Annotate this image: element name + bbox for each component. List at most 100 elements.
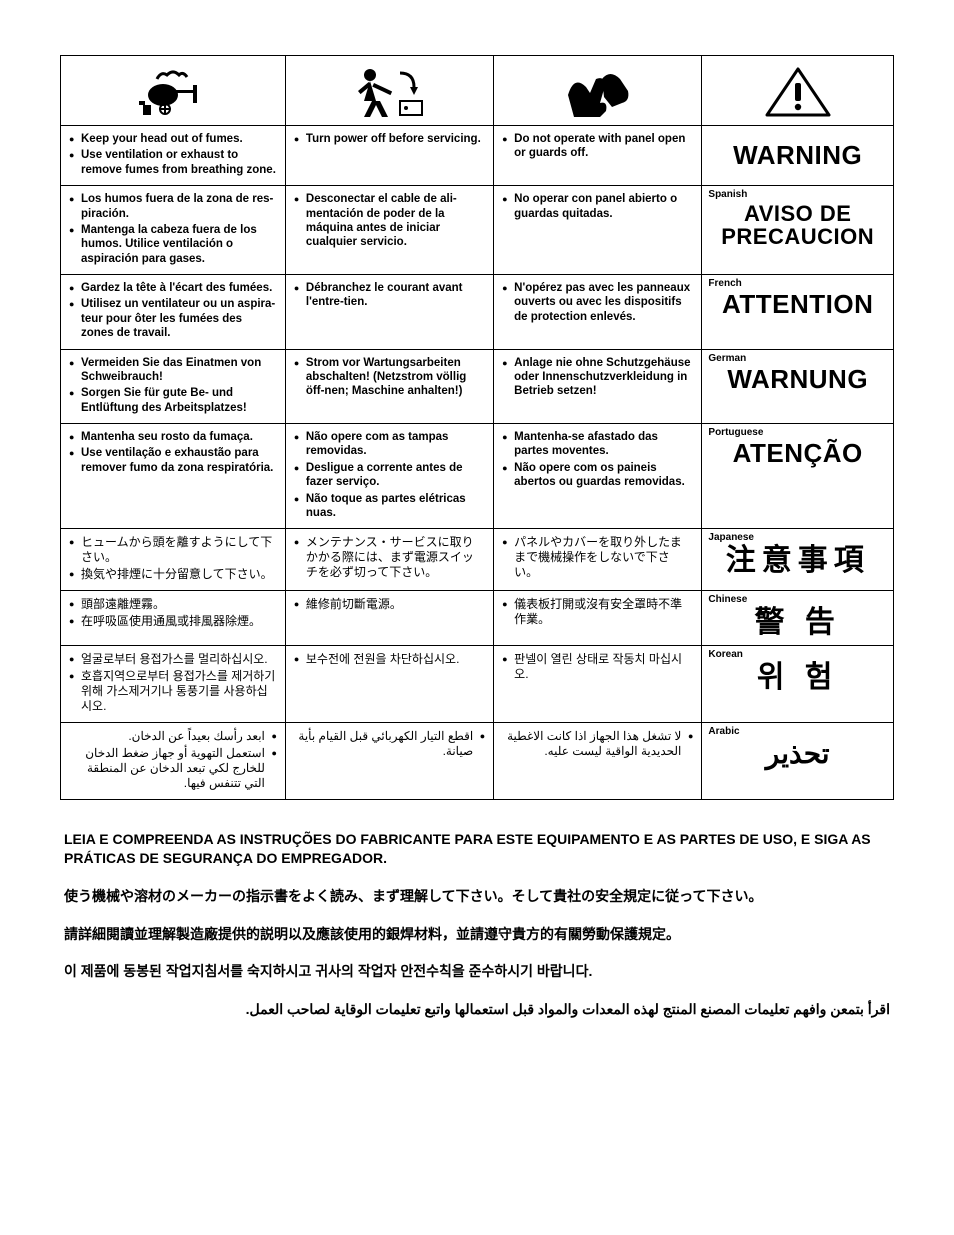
footer-ar: اقرأ بتمعن وافهم تعليمات المصنع المنتج ل…: [64, 1000, 890, 1020]
ar-col1: ابعد رأسك بعيداً عن الدخان. استعمل التهو…: [61, 722, 286, 799]
warning-triangle-icon: [706, 65, 889, 120]
jp-col1: ヒュームから頭を離すようにして下さい。 換気や排煙に十分留意して下さい。: [61, 529, 286, 591]
li: Do not operate with panel open or guards…: [502, 132, 693, 161]
pt-col3: Mantenha-se afastado das partes moventes…: [494, 424, 702, 529]
li: Utilisez un ventilateur ou un aspira-teu…: [69, 297, 277, 340]
icon-service-cell: [285, 56, 493, 126]
li: Débranchez le courant avant l'entre-tien…: [294, 281, 485, 310]
cn-warn-cell: Chinese 警 告: [702, 591, 894, 646]
fr-col3: N'opérez pas avec les panneaux ouverts o…: [494, 275, 702, 350]
li: Sorgen Sie für gute Be- und Entlüftung d…: [69, 386, 277, 415]
en-col1: Keep your head out of fumes. Use ventila…: [61, 126, 286, 186]
pt-warn-cell: Portuguese ATENÇÃO: [702, 424, 894, 529]
es-col1: Los humos fuera de la zona de res-piraci…: [61, 186, 286, 275]
li: 換気や排煙に十分留意して下さい。: [69, 567, 277, 582]
li: Turn power off before servicing.: [294, 132, 485, 146]
icon-panel-cell: [494, 56, 702, 126]
de-col3: Anlage nie ohne Schutzgehäuse oder Innen…: [494, 349, 702, 424]
kr-warn-cell: Korean 위 험: [702, 645, 894, 722]
cn-col3: 儀表板打開或沒有安全罩時不準作業。: [494, 591, 702, 646]
li: 頭部遠離煙霧。: [69, 597, 277, 612]
ar-col3: لا تشغل هذا الجهاز اذا كانت الاغطية الحد…: [494, 722, 702, 799]
row-french: Gardez la tête à l'écart des fumées. Uti…: [61, 275, 894, 350]
cn-col2: 維修前切斷電源。: [285, 591, 493, 646]
de-col1: Vermeiden Sie das Einatmen von Schweibra…: [61, 349, 286, 424]
li: Mantenha seu rosto da fumaça.: [69, 430, 277, 444]
row-arabic: ابعد رأسك بعيداً عن الدخان. استعمل التهو…: [61, 722, 894, 799]
li: Desligue a corrente antes de fazer servi…: [294, 461, 485, 490]
es-warn-cell: Spanish AVISO DE PRECAUCION: [702, 186, 894, 275]
en-warn-cell: WARNING: [702, 126, 894, 186]
li: 보수전에 전원을 차단하십시오.: [294, 652, 485, 667]
lang-label: Spanish: [708, 189, 747, 200]
warning-word-en: WARNING: [710, 132, 885, 169]
lang-label: Portuguese: [708, 427, 763, 438]
li: 판넬이 열린 상태로 작동치 마십시오.: [502, 652, 693, 682]
lang-label: Korean: [708, 649, 742, 660]
en-col3: Do not operate with panel open or guards…: [494, 126, 702, 186]
fr-col2: Débranchez le courant avant l'entre-tien…: [285, 275, 493, 350]
li: パネルやカバーを取り外したままで機械操作をしないで下さい。: [502, 535, 693, 580]
footer-instructions: LEIA E COMPREENDA AS INSTRUÇÕES DO FABRI…: [60, 830, 894, 1020]
kr-col3: 판넬이 열린 상태로 작동치 마십시오.: [494, 645, 702, 722]
li: 얼굴로부터 용접가스를 멀리하십시오.: [69, 652, 277, 667]
li: ヒュームから頭を離すようにして下さい。: [69, 535, 277, 565]
ar-col2: اقطع التيار الكهربائي قبل القيام بأية صي…: [285, 722, 493, 799]
fr-warn-cell: French ATTENTION: [702, 275, 894, 350]
lang-label: French: [708, 278, 741, 289]
li: Mantenha-se afastado das partes moventes…: [502, 430, 693, 459]
de-col2: Strom vor Wartungsarbeiten abschalten! (…: [285, 349, 493, 424]
row-spanish: Los humos fuera de la zona de res-piraci…: [61, 186, 894, 275]
li: 儀表板打開或沒有安全罩時不準作業。: [502, 597, 693, 627]
footer-cn: 請詳細閱讀並理解製造廠提供的説明以及應該使用的銀焊材料，並請遵守貴方的有關勞動保…: [64, 925, 890, 945]
li: Anlage nie ohne Schutzgehäuse oder Innen…: [502, 356, 693, 399]
li: لا تشغل هذا الجهاز اذا كانت الاغطية الحد…: [502, 729, 693, 759]
icon-warning-cell: [702, 56, 894, 126]
safety-warning-page: Keep your head out of fumes. Use ventila…: [0, 0, 954, 1235]
li: Não toque as partes elétricas nuas.: [294, 492, 485, 521]
li: Strom vor Wartungsarbeiten abschalten! (…: [294, 356, 485, 399]
lang-label: German: [708, 353, 746, 364]
pt-col2: Não opere com as tampas removidas. Desli…: [285, 424, 493, 529]
jp-warn-cell: Japanese 注意事項: [702, 529, 894, 591]
li: Los humos fuera de la zona de res-piraci…: [69, 192, 277, 221]
icon-fumes-cell: [61, 56, 286, 126]
li: Mantenga la cabeza fuera de los humos. U…: [69, 223, 277, 266]
en-col2: Turn power off before servicing.: [285, 126, 493, 186]
es-col2: Desconectar el cable de ali-mentación de…: [285, 186, 493, 275]
footer-pt: LEIA E COMPREENDA AS INSTRUÇÕES DO FABRI…: [64, 830, 890, 869]
lang-label: Japanese: [708, 532, 754, 543]
ar-warn-cell: Arabic تحذير: [702, 722, 894, 799]
fumes-icon: [65, 65, 281, 120]
row-japanese: ヒュームから頭を離すようにして下さい。 換気や排煙に十分留意して下さい。 メンテ…: [61, 529, 894, 591]
jp-col2: メンテナンス・サービスに取りかかる際には、まず電源スイッチを必ず切って下さい。: [285, 529, 493, 591]
li: Use ventilação e exhaustão para remover …: [69, 446, 277, 475]
li: ابعد رأسك بعيداً عن الدخان.: [69, 729, 277, 744]
row-english: Keep your head out of fumes. Use ventila…: [61, 126, 894, 186]
li: Não opere com os paineis abertos ou guar…: [502, 461, 693, 490]
row-portuguese: Mantenha seu rosto da fumaça. Use ventil…: [61, 424, 894, 529]
power-off-icon: [290, 65, 489, 120]
li: Desconectar el cable de ali-mentación de…: [294, 192, 485, 250]
no-operate-icon: [498, 65, 697, 120]
li: Keep your head out of fumes.: [69, 132, 277, 146]
li: 호흡지역으로부터 용접가스를 제거하기 위해 가스제거기나 통풍기를 사용하십시…: [69, 669, 277, 714]
footer-kr: 이 제품에 동봉된 작업지침서를 숙지하시고 귀사의 작업자 안전수칙을 준수하…: [64, 962, 890, 982]
li: استعمل التهوية أو جهاز ضغط الدخان للخارج…: [69, 746, 277, 791]
icon-row: [61, 56, 894, 126]
li: N'opérez pas avec les panneaux ouverts o…: [502, 281, 693, 324]
kr-col1: 얼굴로부터 용접가스를 멀리하십시오. 호흡지역으로부터 용접가스를 제거하기 …: [61, 645, 286, 722]
li: Gardez la tête à l'écart des fumées.: [69, 281, 277, 295]
jp-col3: パネルやカバーを取り外したままで機械操作をしないで下さい。: [494, 529, 702, 591]
row-chinese: 頭部遠離煙霧。 在呼吸區使用通風或排風器除煙。 維修前切斷電源。 儀表板打開或沒…: [61, 591, 894, 646]
warning-word-es: AVISO DE PRECAUCION: [710, 192, 885, 248]
kr-col2: 보수전에 전원을 차단하십시오.: [285, 645, 493, 722]
li: 維修前切斷電源。: [294, 597, 485, 612]
cn-col1: 頭部遠離煙霧。 在呼吸區使用通風或排風器除煙。: [61, 591, 286, 646]
li: اقطع التيار الكهربائي قبل القيام بأية صي…: [294, 729, 485, 759]
pt-col1: Mantenha seu rosto da fumaça. Use ventil…: [61, 424, 286, 529]
li: Não opere com as tampas removidas.: [294, 430, 485, 459]
footer-jp: 使う機械や溶材のメーカーの指示書をよく読み、まず理解して下さい。そして貴社の安全…: [64, 887, 890, 907]
li: メンテナンス・サービスに取りかかる際には、まず電源スイッチを必ず切って下さい。: [294, 535, 485, 580]
lang-label: Chinese: [708, 594, 747, 605]
